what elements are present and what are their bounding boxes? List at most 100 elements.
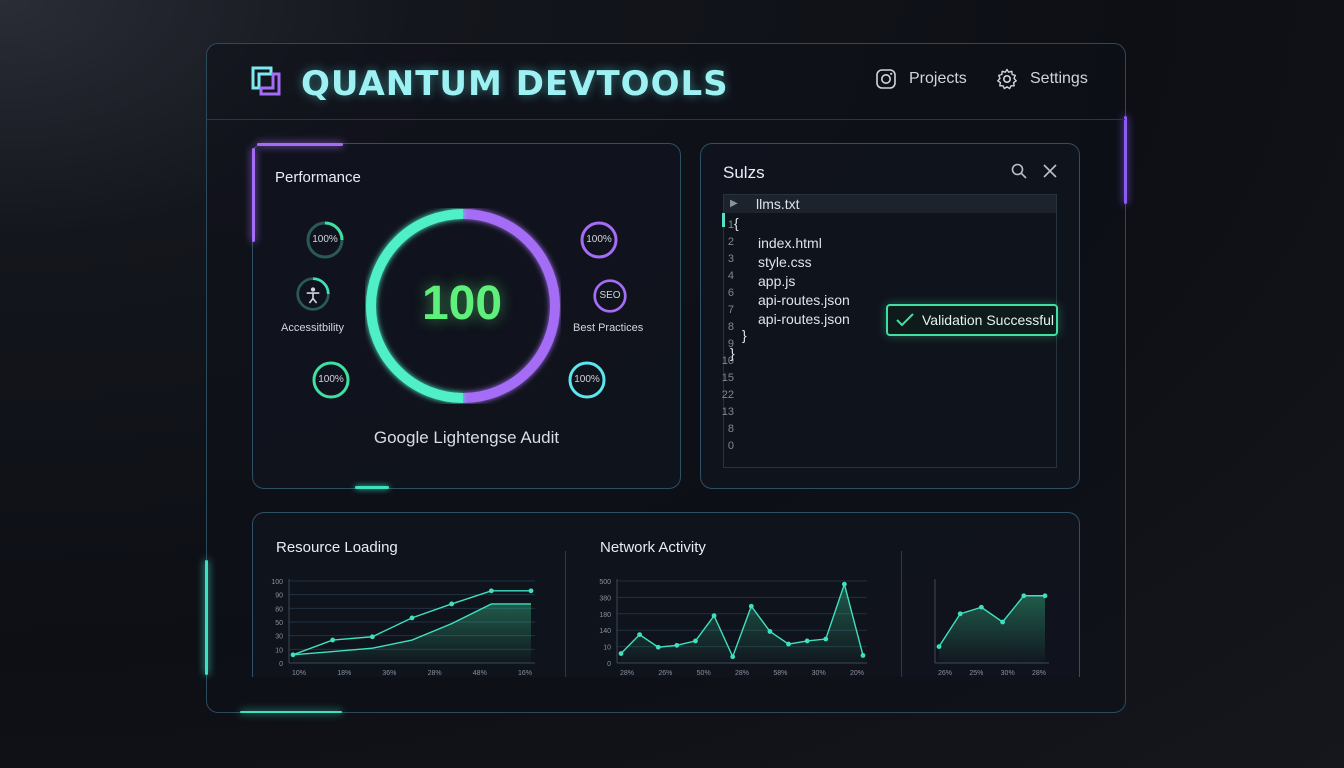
performance-panel: Performance 100 100% 100% Accessitbility… [252,143,681,489]
app-title: QUANTUM DEVTOOLS [301,64,729,104]
x-tick-label: 28% [620,670,634,677]
best-practices-label: Best Practices [573,322,644,334]
line-number: 9 [727,338,734,350]
audit-label: Google Lightengse Audit [373,428,560,447]
x-tick-label: 18% [337,670,351,677]
data-point [860,653,866,658]
x-tick-label: 10% [292,670,306,677]
accessibility-label: Accessitbility [281,322,344,334]
series-line [938,595,1045,647]
performance-score: 100 [421,277,503,330]
data-point [767,629,773,634]
score-ring-value: 100% [312,234,338,245]
panel-accent-top [257,143,343,146]
code-line: } [730,345,735,361]
y-tick-label: 50 [275,620,283,627]
data-point [618,651,624,656]
data-point [528,588,534,594]
line-number: 4 [727,270,734,282]
close-icon[interactable] [1042,163,1058,179]
data-point [655,644,661,650]
x-tick-label: 58% [773,670,787,677]
data-point [449,601,455,607]
data-point [369,634,375,640]
series-line [620,581,864,659]
score-ring [580,221,618,259]
score-ring [306,221,344,259]
accessibility-ring [296,277,330,311]
editor-tab-filename: llms.txt [756,196,800,212]
line-number: 8 [727,423,734,435]
score-ring [312,361,350,399]
panel-accent-bottom [355,486,389,489]
line-number: 15 [721,372,734,384]
editor-tab[interactable]: ▶ llms.txt [724,195,1056,213]
data-point [488,588,494,594]
code-line: } [742,327,747,343]
x-tick-label: 30% [812,670,826,677]
search-icon[interactable] [1011,163,1027,179]
validation-badge: Validation Successful [886,304,1058,336]
data-point [1021,593,1027,599]
x-tick-label: 25% [969,670,983,677]
nav-projects[interactable]: Projects [875,68,967,90]
data-point [330,637,336,643]
code-editor[interactable]: ▶ llms.txt 1 2 3 4 6 7 8 9 10 15 22 13 8… [722,194,1058,468]
charts-panel: Resource Loading Network Activity 100 90 8… [252,512,1080,677]
data-point [841,581,847,587]
x-tick-label: 50% [697,670,711,677]
line-number: 7 [727,304,734,316]
y-tick-label: 500 [599,579,611,586]
text-cursor [722,213,725,227]
line-number: 22 [721,389,734,401]
line-number: 0 [727,440,734,452]
chart-title-resource-loading: Resource Loading [276,539,398,556]
data-point [804,638,810,644]
y-tick-label: 140 [599,628,611,635]
series-area [293,603,531,663]
x-tick-label: 48% [473,670,487,677]
y-tick-label: 0 [279,661,283,668]
code-line: index.html [758,235,822,251]
chart-divider [901,551,902,677]
data-point [748,603,754,609]
performance-gauge [366,209,560,403]
data-point [1000,619,1005,625]
x-tick-label: 30% [1001,670,1015,677]
code-line: api-routes.json [758,311,850,327]
line-number: 2 [727,236,734,248]
frame-accent-left [205,560,208,675]
instagram-icon [876,69,896,89]
chart-divider [565,551,566,677]
data-point [693,638,698,644]
play-icon: ▶ [730,198,738,209]
seo-ring [593,279,627,313]
y-tick-label: 80 [275,606,283,613]
series-line [292,603,531,656]
gear-icon [997,68,1017,90]
y-tick-label: 10 [603,645,611,652]
files-title: Sulzs [723,163,765,182]
data-point [936,644,942,649]
code-line: app.js [758,273,796,289]
line-number: 1 [727,219,734,231]
x-tick-label: 28% [428,670,442,677]
series-area [621,584,863,663]
x-tick-label: 26% [938,670,952,677]
nav-settings[interactable]: Settings [996,68,1088,90]
data-point [637,632,643,638]
data-point [786,641,791,647]
y-tick-label: 30 [275,634,283,641]
logo-icon [251,66,281,96]
nav-projects-label: Projects [909,70,967,87]
seo-ring-value: SEO [599,290,621,301]
y-tick-label: 100 [271,579,283,586]
y-tick-label: 90 [275,593,283,600]
series-area [939,595,1045,663]
panel-accent-left [252,148,255,242]
data-point [409,615,415,621]
frame-accent-bottom [240,711,342,713]
score-ring [568,361,606,399]
line-numbers: 1 2 3 4 6 7 8 9 10 15 22 13 8 0 [702,217,742,455]
